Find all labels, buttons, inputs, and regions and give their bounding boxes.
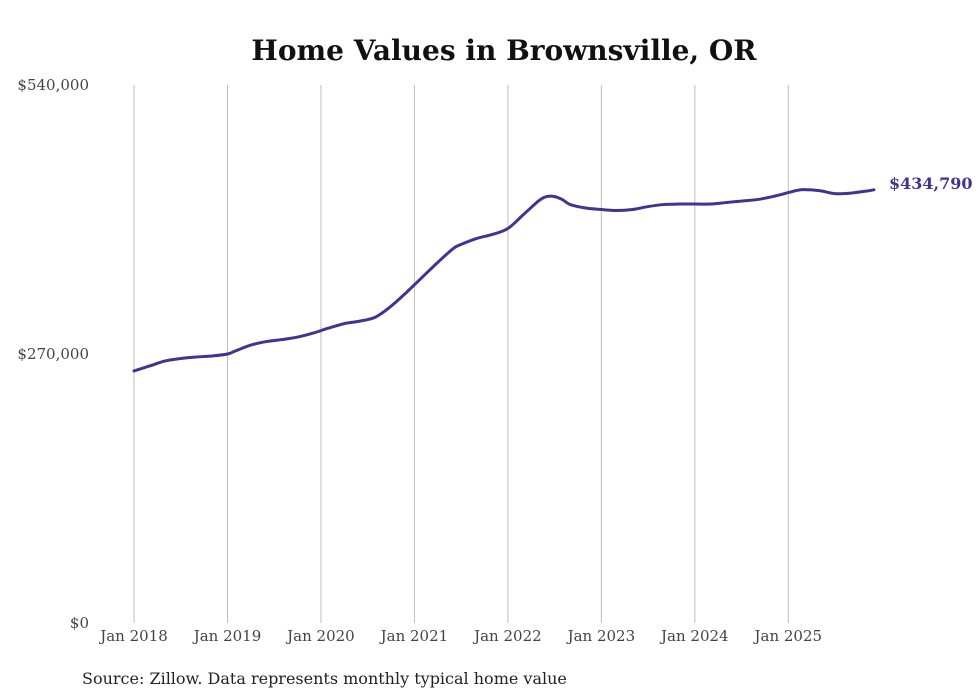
x-tick-label: Jan 2019: [192, 627, 262, 645]
chart-title: Home Values in Brownsville, OR: [251, 34, 757, 67]
y-axis: $0 $270,000 $540,000: [17, 76, 89, 632]
x-tick-label: Jan 2023: [566, 627, 636, 645]
x-tick-label: Jan 2020: [285, 627, 355, 645]
end-value-label: $434,790: [889, 174, 973, 193]
y-tick-label: $270,000: [17, 345, 89, 363]
x-tick-label: Jan 2024: [659, 627, 729, 645]
x-axis: Jan 2018 Jan 2019 Jan 2020 Jan 2021 Jan 2022…: [98, 627, 822, 645]
x-tick-label: Jan 2018: [98, 627, 168, 645]
y-tick-label: $0: [70, 614, 89, 632]
source-note: Source: Zillow. Data represents monthly …: [82, 669, 567, 688]
x-tick-label: Jan 2021: [379, 627, 449, 645]
grid-lines: [133, 85, 789, 623]
series-line: [132, 188, 876, 373]
x-tick-label: Jan 2025: [753, 627, 823, 645]
y-tick-label: $540,000: [17, 76, 89, 94]
x-tick-label: Jan 2022: [472, 627, 542, 645]
plot-area: [132, 188, 876, 373]
